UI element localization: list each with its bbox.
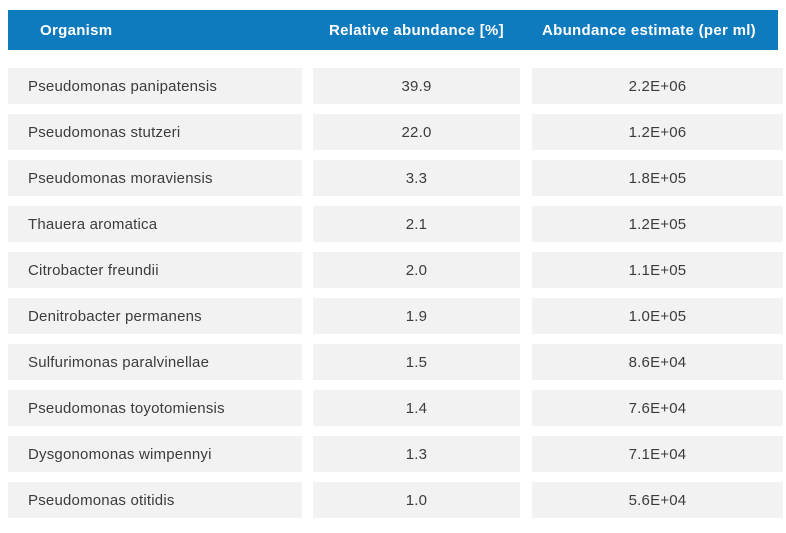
relative-abundance-cell: 39.9 <box>313 68 520 104</box>
column-header-organism: Organism <box>40 21 113 39</box>
relative-abundance-cell: 2.0 <box>313 252 520 288</box>
abundance-estimate-cell: 2.2E+06 <box>532 68 783 104</box>
abundance-estimate-cell: 7.6E+04 <box>532 390 783 426</box>
table-row: Thauera aromatica 2.1 1.2E+05 <box>8 206 783 242</box>
table-row: Sulfurimonas paralvinellae 1.5 8.6E+04 <box>8 344 783 380</box>
organism-cell: Thauera aromatica <box>8 206 302 242</box>
relative-abundance-cell: 2.1 <box>313 206 520 242</box>
column-header-relative-abundance: Relative abundance [%] <box>329 21 504 39</box>
abundance-estimate-cell: 1.8E+05 <box>532 160 783 196</box>
abundance-estimate-cell: 7.1E+04 <box>532 436 783 472</box>
table-row: Denitrobacter permanens 1.9 1.0E+05 <box>8 298 783 334</box>
organism-cell: Dysgonomonas wimpennyi <box>8 436 302 472</box>
table-row: Pseudomonas toyotomiensis 1.4 7.6E+04 <box>8 390 783 426</box>
relative-abundance-cell: 3.3 <box>313 160 520 196</box>
abundance-estimate-cell: 8.6E+04 <box>532 344 783 380</box>
table-row: Citrobacter freundii 2.0 1.1E+05 <box>8 252 783 288</box>
organism-cell: Denitrobacter permanens <box>8 298 302 334</box>
abundance-estimate-cell: 1.1E+05 <box>532 252 783 288</box>
table-row: Pseudomonas panipatensis 39.9 2.2E+06 <box>8 68 783 104</box>
organism-cell: Pseudomonas toyotomiensis <box>8 390 302 426</box>
abundance-estimate-cell: 5.6E+04 <box>532 482 783 518</box>
table-row: Pseudomonas otitidis 1.0 5.6E+04 <box>8 482 783 518</box>
relative-abundance-cell: 1.5 <box>313 344 520 380</box>
column-header-abundance-estimate: Abundance estimate (per ml) <box>542 21 756 39</box>
abundance-estimate-cell: 1.2E+06 <box>532 114 783 150</box>
organism-cell: Citrobacter freundii <box>8 252 302 288</box>
table-row: Pseudomonas moraviensis 3.3 1.8E+05 <box>8 160 783 196</box>
organism-cell: Pseudomonas panipatensis <box>8 68 302 104</box>
relative-abundance-cell: 1.0 <box>313 482 520 518</box>
table-header-row: Organism Relative abundance [%] Abundanc… <box>8 10 778 50</box>
organism-cell: Pseudomonas stutzeri <box>8 114 302 150</box>
relative-abundance-cell: 1.4 <box>313 390 520 426</box>
organism-cell: Sulfurimonas paralvinellae <box>8 344 302 380</box>
organism-cell: Pseudomonas otitidis <box>8 482 302 518</box>
relative-abundance-cell: 1.9 <box>313 298 520 334</box>
table-row: Dysgonomonas wimpennyi 1.3 7.1E+04 <box>8 436 783 472</box>
table-row: Pseudomonas stutzeri 22.0 1.2E+06 <box>8 114 783 150</box>
relative-abundance-cell: 22.0 <box>313 114 520 150</box>
organism-cell: Pseudomonas moraviensis <box>8 160 302 196</box>
abundance-estimate-cell: 1.2E+05 <box>532 206 783 242</box>
abundance-estimate-cell: 1.0E+05 <box>532 298 783 334</box>
abundance-table: Organism Relative abundance [%] Abundanc… <box>8 10 783 528</box>
table-body: Pseudomonas panipatensis 39.9 2.2E+06 Ps… <box>8 68 783 518</box>
relative-abundance-cell: 1.3 <box>313 436 520 472</box>
